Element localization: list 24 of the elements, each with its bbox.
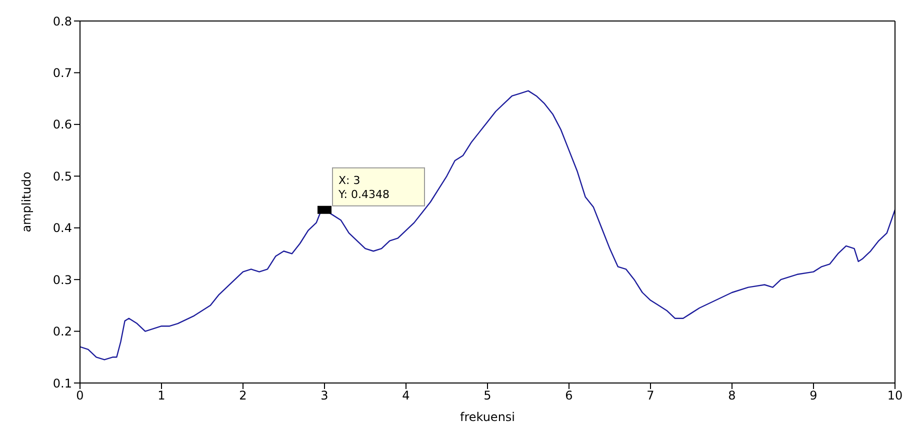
datatip-box: X: 3 Y: 0.4348 [332,167,425,206]
y-tick-label: 0.5 [52,169,72,184]
y-tick-label: 0.2 [52,324,72,339]
x-tick-label: 4 [402,388,410,403]
y-tick-label: 0.4 [52,221,72,236]
annotation: X: 3 Y: 0.4348 [338,174,390,201]
x-tick-label: 2 [239,388,247,403]
x-tick-label: 7 [646,388,654,403]
x-axis-title: frekuensi [460,410,516,424]
y-tick-label: 0.7 [52,66,72,80]
x-tick-label: 8 [728,388,736,403]
y-tick-label: 0.6 [52,118,72,132]
x-tick-label: 9 [810,388,818,403]
x-tick-label: 5 [484,388,492,403]
y-tick-label: 0.1 [52,376,72,390]
x-tick-label: 1 [158,388,166,403]
x-tick-label: 3 [320,388,328,403]
y-tick-label: 0.8 [52,14,72,28]
x-tick-label: 6 [565,388,573,403]
y-tick-label: 0.3 [52,272,72,287]
y-axis-title: amplitudo [19,172,34,232]
line-series [80,90,895,360]
x-tick-label: 10 [887,388,903,403]
x-tick-label: 0 [76,388,84,403]
